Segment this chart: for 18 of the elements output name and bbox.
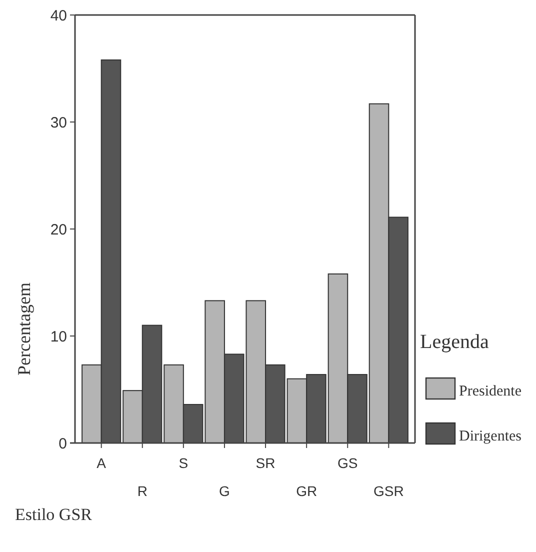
y-tick-label: 10 [50, 328, 67, 346]
x-tick-label: A [96, 455, 107, 471]
legend-label: Dirigentes [459, 428, 522, 444]
x-tick-label: G [219, 483, 230, 499]
y-tick-label: 0 [58, 435, 67, 452]
y-tick-label: 30 [50, 114, 67, 132]
y-tick-label: 20 [50, 221, 67, 238]
legend-label: Presidente [459, 383, 522, 400]
x-tick-label: R [137, 483, 148, 499]
x-tick-label: GR [296, 483, 318, 499]
x-axis-title: Estilo GSR [15, 505, 93, 524]
x-tick-label: SR [256, 455, 276, 471]
x-tick-label: GS [337, 455, 358, 471]
x-tick-label: S [178, 455, 188, 471]
legend-title: Legenda [420, 331, 489, 353]
x-tick-label: GSR [373, 483, 404, 499]
y-axis-title: Percentagem [14, 282, 34, 376]
y-tick-label: 40 [50, 7, 67, 24]
